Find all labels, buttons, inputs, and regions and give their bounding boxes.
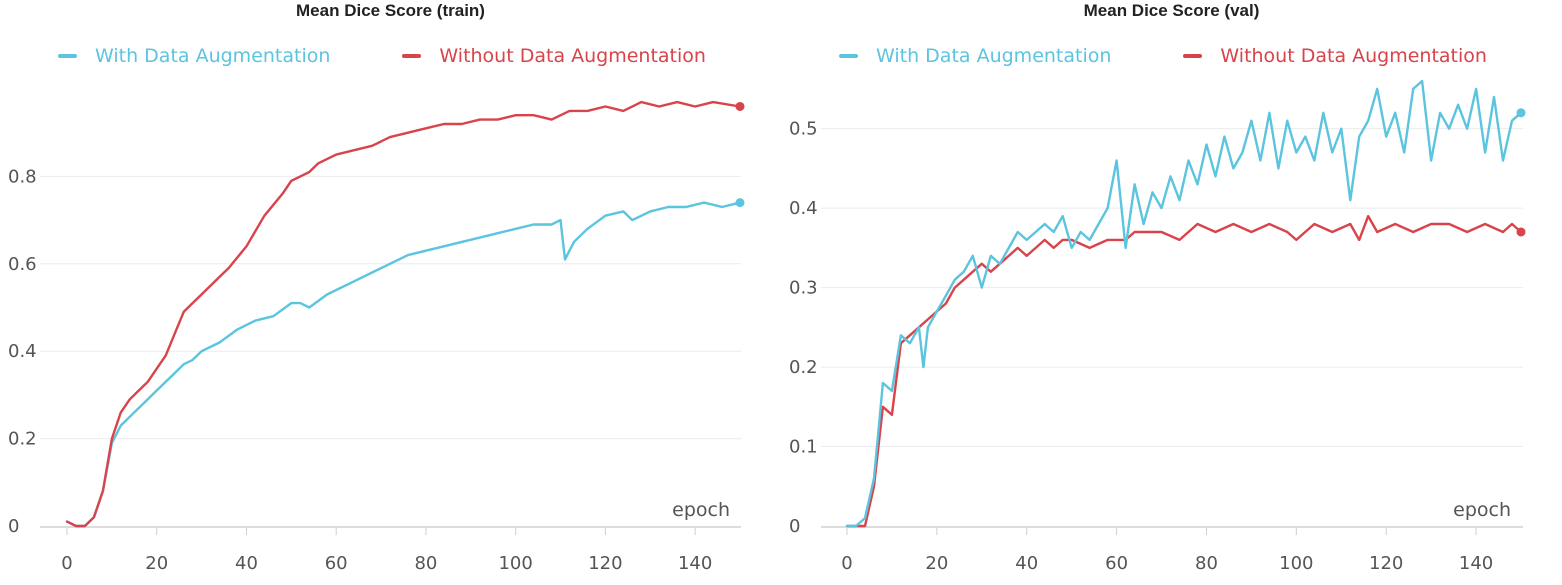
- legend: With Data Augmentation Without Data Augm…: [58, 44, 778, 68]
- y-tick-label: 0.5: [789, 119, 818, 140]
- x-tick-label: 80: [1195, 553, 1218, 574]
- legend-label: With Data Augmentation: [876, 45, 1112, 67]
- legend-swatch-with-augmentation: [58, 54, 77, 58]
- legend-swatch-without-augmentation: [1183, 54, 1203, 58]
- y-tick-label: 0.3: [789, 278, 818, 299]
- legend-item-with-augmentation[interactable]: With Data Augmentation: [839, 45, 1111, 67]
- series-line-with-augmentation: [845, 79, 1523, 528]
- x-tick-label: 140: [678, 553, 712, 574]
- series-line-with-augmentation: [65, 201, 742, 528]
- x-tick-label: 80: [414, 553, 437, 574]
- x-tick-label: 40: [1015, 553, 1038, 574]
- y-tick-label: 0.1: [789, 437, 818, 458]
- legend-label: Without Data Augmentation: [1220, 45, 1487, 67]
- legend-swatch-with-augmentation: [839, 54, 858, 58]
- chart-panel-train: Mean Dice Score (train) With Data Augmen…: [8, 1, 778, 574]
- x-tick-label: 100: [1279, 553, 1313, 574]
- x-tick-label: 120: [1369, 553, 1403, 574]
- legend: With Data Augmentation Without Data Augm…: [839, 44, 1559, 68]
- x-tick-label: 20: [925, 553, 948, 574]
- x-tick-label: 40: [235, 553, 258, 574]
- series-endpoint-with-augmentation: [735, 198, 745, 208]
- y-tick-label: 0.2: [8, 429, 37, 450]
- x-tick-label: 20: [145, 553, 168, 574]
- chart-title: Mean Dice Score (val): [1083, 1, 1260, 20]
- y-tick-label: 0.4: [789, 198, 818, 219]
- x-tick-label: 60: [1105, 553, 1128, 574]
- legend-swatch-without-augmentation: [402, 54, 422, 58]
- x-axis-label: epoch: [1453, 499, 1511, 521]
- y-tick-label: 0.4: [8, 341, 37, 362]
- series-endpoint-without-augmentation: [1516, 227, 1526, 237]
- x-axis-label: epoch: [672, 499, 730, 521]
- x-tick-label: 100: [498, 553, 532, 574]
- legend-item-with-augmentation[interactable]: With Data Augmentation: [58, 45, 330, 67]
- series-endpoint-with-augmentation: [1516, 108, 1526, 118]
- y-tick-label: 0.6: [8, 254, 37, 275]
- x-tick-label: 120: [588, 553, 622, 574]
- legend-label: Without Data Augmentation: [439, 45, 706, 67]
- legend-label: With Data Augmentation: [95, 45, 331, 67]
- x-tick-label: 140: [1459, 553, 1493, 574]
- y-tick-label: 0.8: [8, 166, 37, 187]
- x-tick-label: 0: [61, 553, 72, 574]
- chart-panel-val: Mean Dice Score (val) With Data Augmenta…: [781, 0, 1562, 585]
- plot-area-val: 0 0.1 0.2 0.3 0.4 0.5 0 20 40 60 80 100 120 140 epoch: [789, 79, 1526, 574]
- legend-item-without-augmentation[interactable]: Without Data Augmentation: [1183, 45, 1487, 67]
- x-tick-label: 60: [325, 553, 348, 574]
- chart-title: Mean Dice Score (train): [296, 1, 485, 20]
- y-tick-label: 0: [789, 516, 800, 537]
- plot-area-train: 0 0.2 0.4 0.6 0.8 0 20 40 60 80 100 120 140 epoch: [8, 100, 745, 574]
- y-tick-label: 0.2: [789, 357, 818, 378]
- series-endpoint-without-augmentation: [735, 101, 745, 111]
- series-line-without-augmentation: [845, 214, 1523, 528]
- y-tick-label: 0: [8, 516, 19, 537]
- legend-item-without-augmentation[interactable]: Without Data Augmentation: [402, 45, 706, 67]
- series-line-without-augmentation: [65, 100, 742, 528]
- x-tick-label: 0: [841, 553, 852, 574]
